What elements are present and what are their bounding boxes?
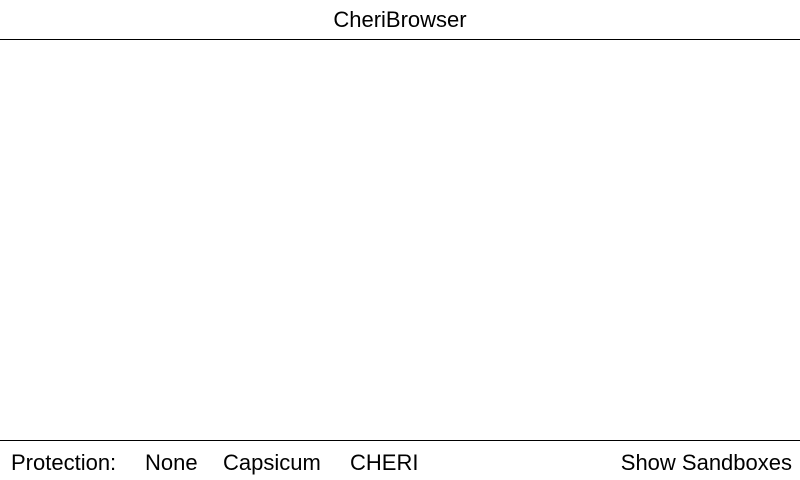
show-sandboxes-button[interactable]: Show Sandboxes: [620, 450, 792, 475]
protection-option-capsicum[interactable]: Capsicum: [223, 450, 321, 475]
protection-option-none[interactable]: None: [145, 450, 198, 475]
protection-option-cheri[interactable]: CHERI: [350, 450, 419, 475]
title-bar: CheriBrowser: [0, 0, 800, 40]
protection-label: Protection:: [11, 450, 117, 475]
browser-content-area[interactable]: [0, 40, 800, 440]
bottom-toolbar: Protection: None Capsicum CHERI Show San…: [0, 440, 800, 480]
window-title: CheriBrowser: [333, 7, 467, 32]
